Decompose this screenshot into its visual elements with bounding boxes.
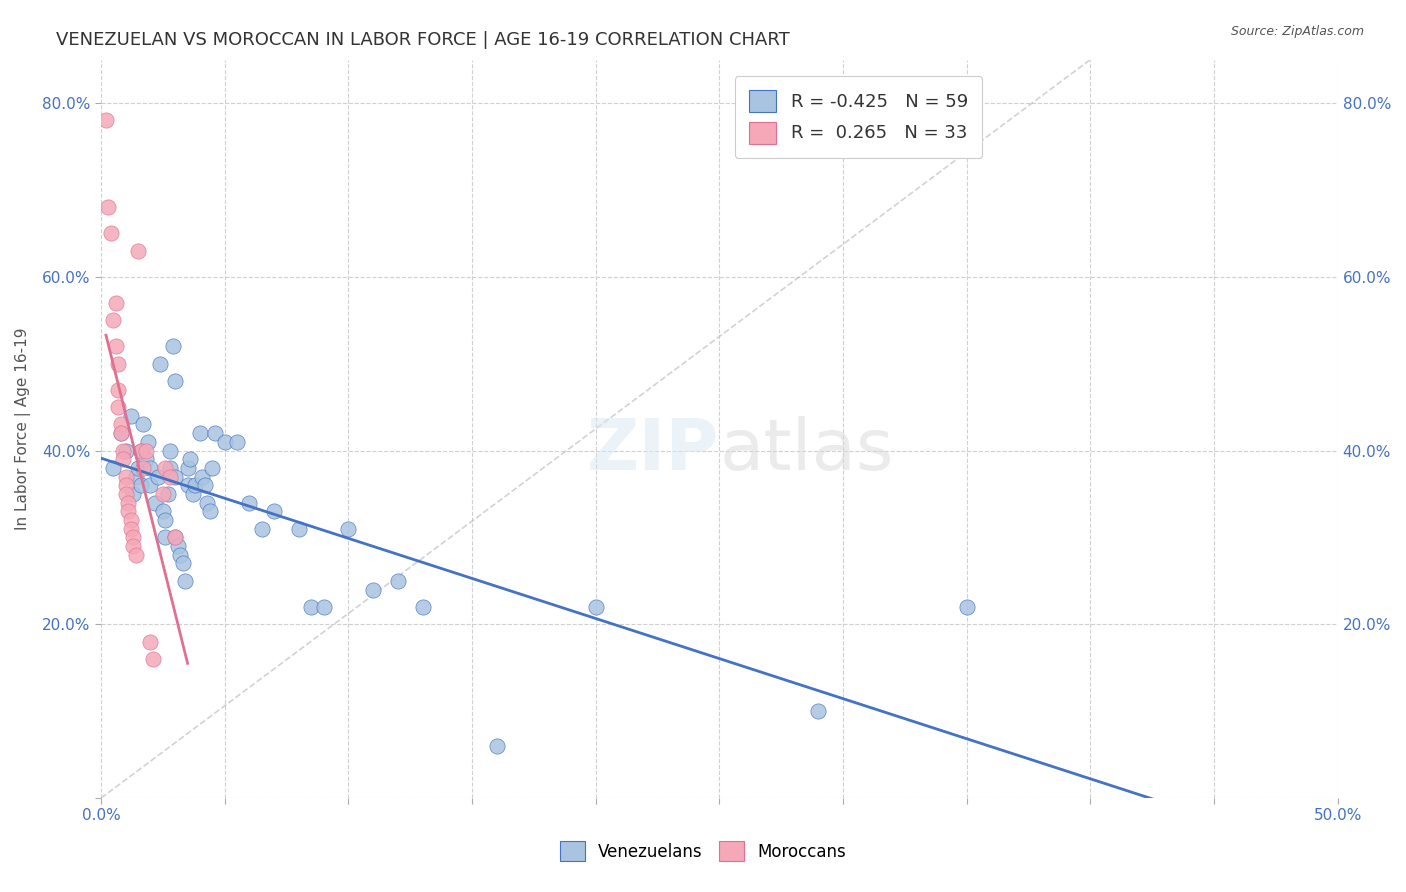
Point <box>162 339 184 353</box>
Point <box>114 469 136 483</box>
Point <box>188 426 211 441</box>
Point <box>176 461 198 475</box>
Point <box>159 461 181 475</box>
Point <box>226 434 249 449</box>
Point <box>198 504 221 518</box>
Point <box>94 113 117 128</box>
Point <box>110 426 132 441</box>
Point <box>146 469 169 483</box>
Point <box>120 409 142 423</box>
Point <box>149 357 172 371</box>
Point <box>145 496 167 510</box>
Point <box>114 478 136 492</box>
Point <box>181 487 204 501</box>
Point <box>127 244 149 258</box>
Point <box>136 434 159 449</box>
Point <box>288 522 311 536</box>
Point <box>337 522 360 536</box>
Point <box>132 417 155 432</box>
Point <box>169 548 191 562</box>
Point <box>807 704 830 718</box>
Point <box>132 461 155 475</box>
Point <box>204 426 226 441</box>
Point <box>585 599 607 614</box>
Point <box>142 652 165 666</box>
Point <box>179 452 201 467</box>
Point <box>114 487 136 501</box>
Point <box>117 504 139 518</box>
Point <box>956 599 979 614</box>
Legend: Venezuelans, Moroccans: Venezuelans, Moroccans <box>547 828 859 875</box>
Point <box>214 434 236 449</box>
Point <box>110 426 132 441</box>
Point <box>139 478 162 492</box>
Point <box>299 599 322 614</box>
Legend: R = -0.425   N = 59, R =  0.265   N = 33: R = -0.425 N = 59, R = 0.265 N = 33 <box>735 76 983 158</box>
Point <box>110 417 132 432</box>
Point <box>165 530 187 544</box>
Point <box>139 634 162 648</box>
Point <box>122 539 145 553</box>
Point <box>166 539 188 553</box>
Text: VENEZUELAN VS MOROCCAN IN LABOR FORCE | AGE 16-19 CORRELATION CHART: VENEZUELAN VS MOROCCAN IN LABOR FORCE | … <box>56 31 790 49</box>
Point <box>184 478 207 492</box>
Point <box>165 374 187 388</box>
Point <box>129 443 152 458</box>
Text: atlas: atlas <box>720 417 894 485</box>
Point <box>156 487 179 501</box>
Point <box>120 513 142 527</box>
Point <box>172 557 194 571</box>
Point <box>129 478 152 492</box>
Point <box>238 496 260 510</box>
Point <box>129 443 152 458</box>
Text: ZIP: ZIP <box>588 417 720 485</box>
Point <box>155 513 177 527</box>
Point <box>165 530 187 544</box>
Point <box>112 452 135 467</box>
Point <box>152 487 174 501</box>
Point <box>485 739 508 753</box>
Point <box>165 469 187 483</box>
Point <box>114 443 136 458</box>
Point <box>122 530 145 544</box>
Point <box>176 478 198 492</box>
Point <box>194 478 217 492</box>
Point <box>107 357 129 371</box>
Point <box>159 469 181 483</box>
Text: Source: ZipAtlas.com: Source: ZipAtlas.com <box>1230 25 1364 38</box>
Point <box>107 383 129 397</box>
Point <box>155 461 177 475</box>
Point <box>201 461 224 475</box>
Point <box>135 443 157 458</box>
Point <box>263 504 285 518</box>
Point <box>312 599 335 614</box>
Point <box>124 469 146 483</box>
Point <box>103 461 125 475</box>
Point <box>100 227 122 241</box>
Point <box>159 443 181 458</box>
Point <box>361 582 384 597</box>
Point <box>107 400 129 414</box>
Point <box>250 522 273 536</box>
Point <box>152 504 174 518</box>
Point <box>412 599 434 614</box>
Point <box>195 496 218 510</box>
Point <box>104 296 127 310</box>
Y-axis label: In Labor Force | Age 16-19: In Labor Force | Age 16-19 <box>15 327 31 530</box>
Point <box>112 443 135 458</box>
Point <box>104 339 127 353</box>
Point <box>155 530 177 544</box>
Point <box>139 461 162 475</box>
Point <box>117 496 139 510</box>
Point <box>127 461 149 475</box>
Point <box>122 487 145 501</box>
Point <box>191 469 214 483</box>
Point <box>120 522 142 536</box>
Point <box>174 574 197 588</box>
Point <box>387 574 409 588</box>
Point <box>135 452 157 467</box>
Point <box>124 548 146 562</box>
Point <box>97 200 120 214</box>
Point <box>103 313 125 327</box>
